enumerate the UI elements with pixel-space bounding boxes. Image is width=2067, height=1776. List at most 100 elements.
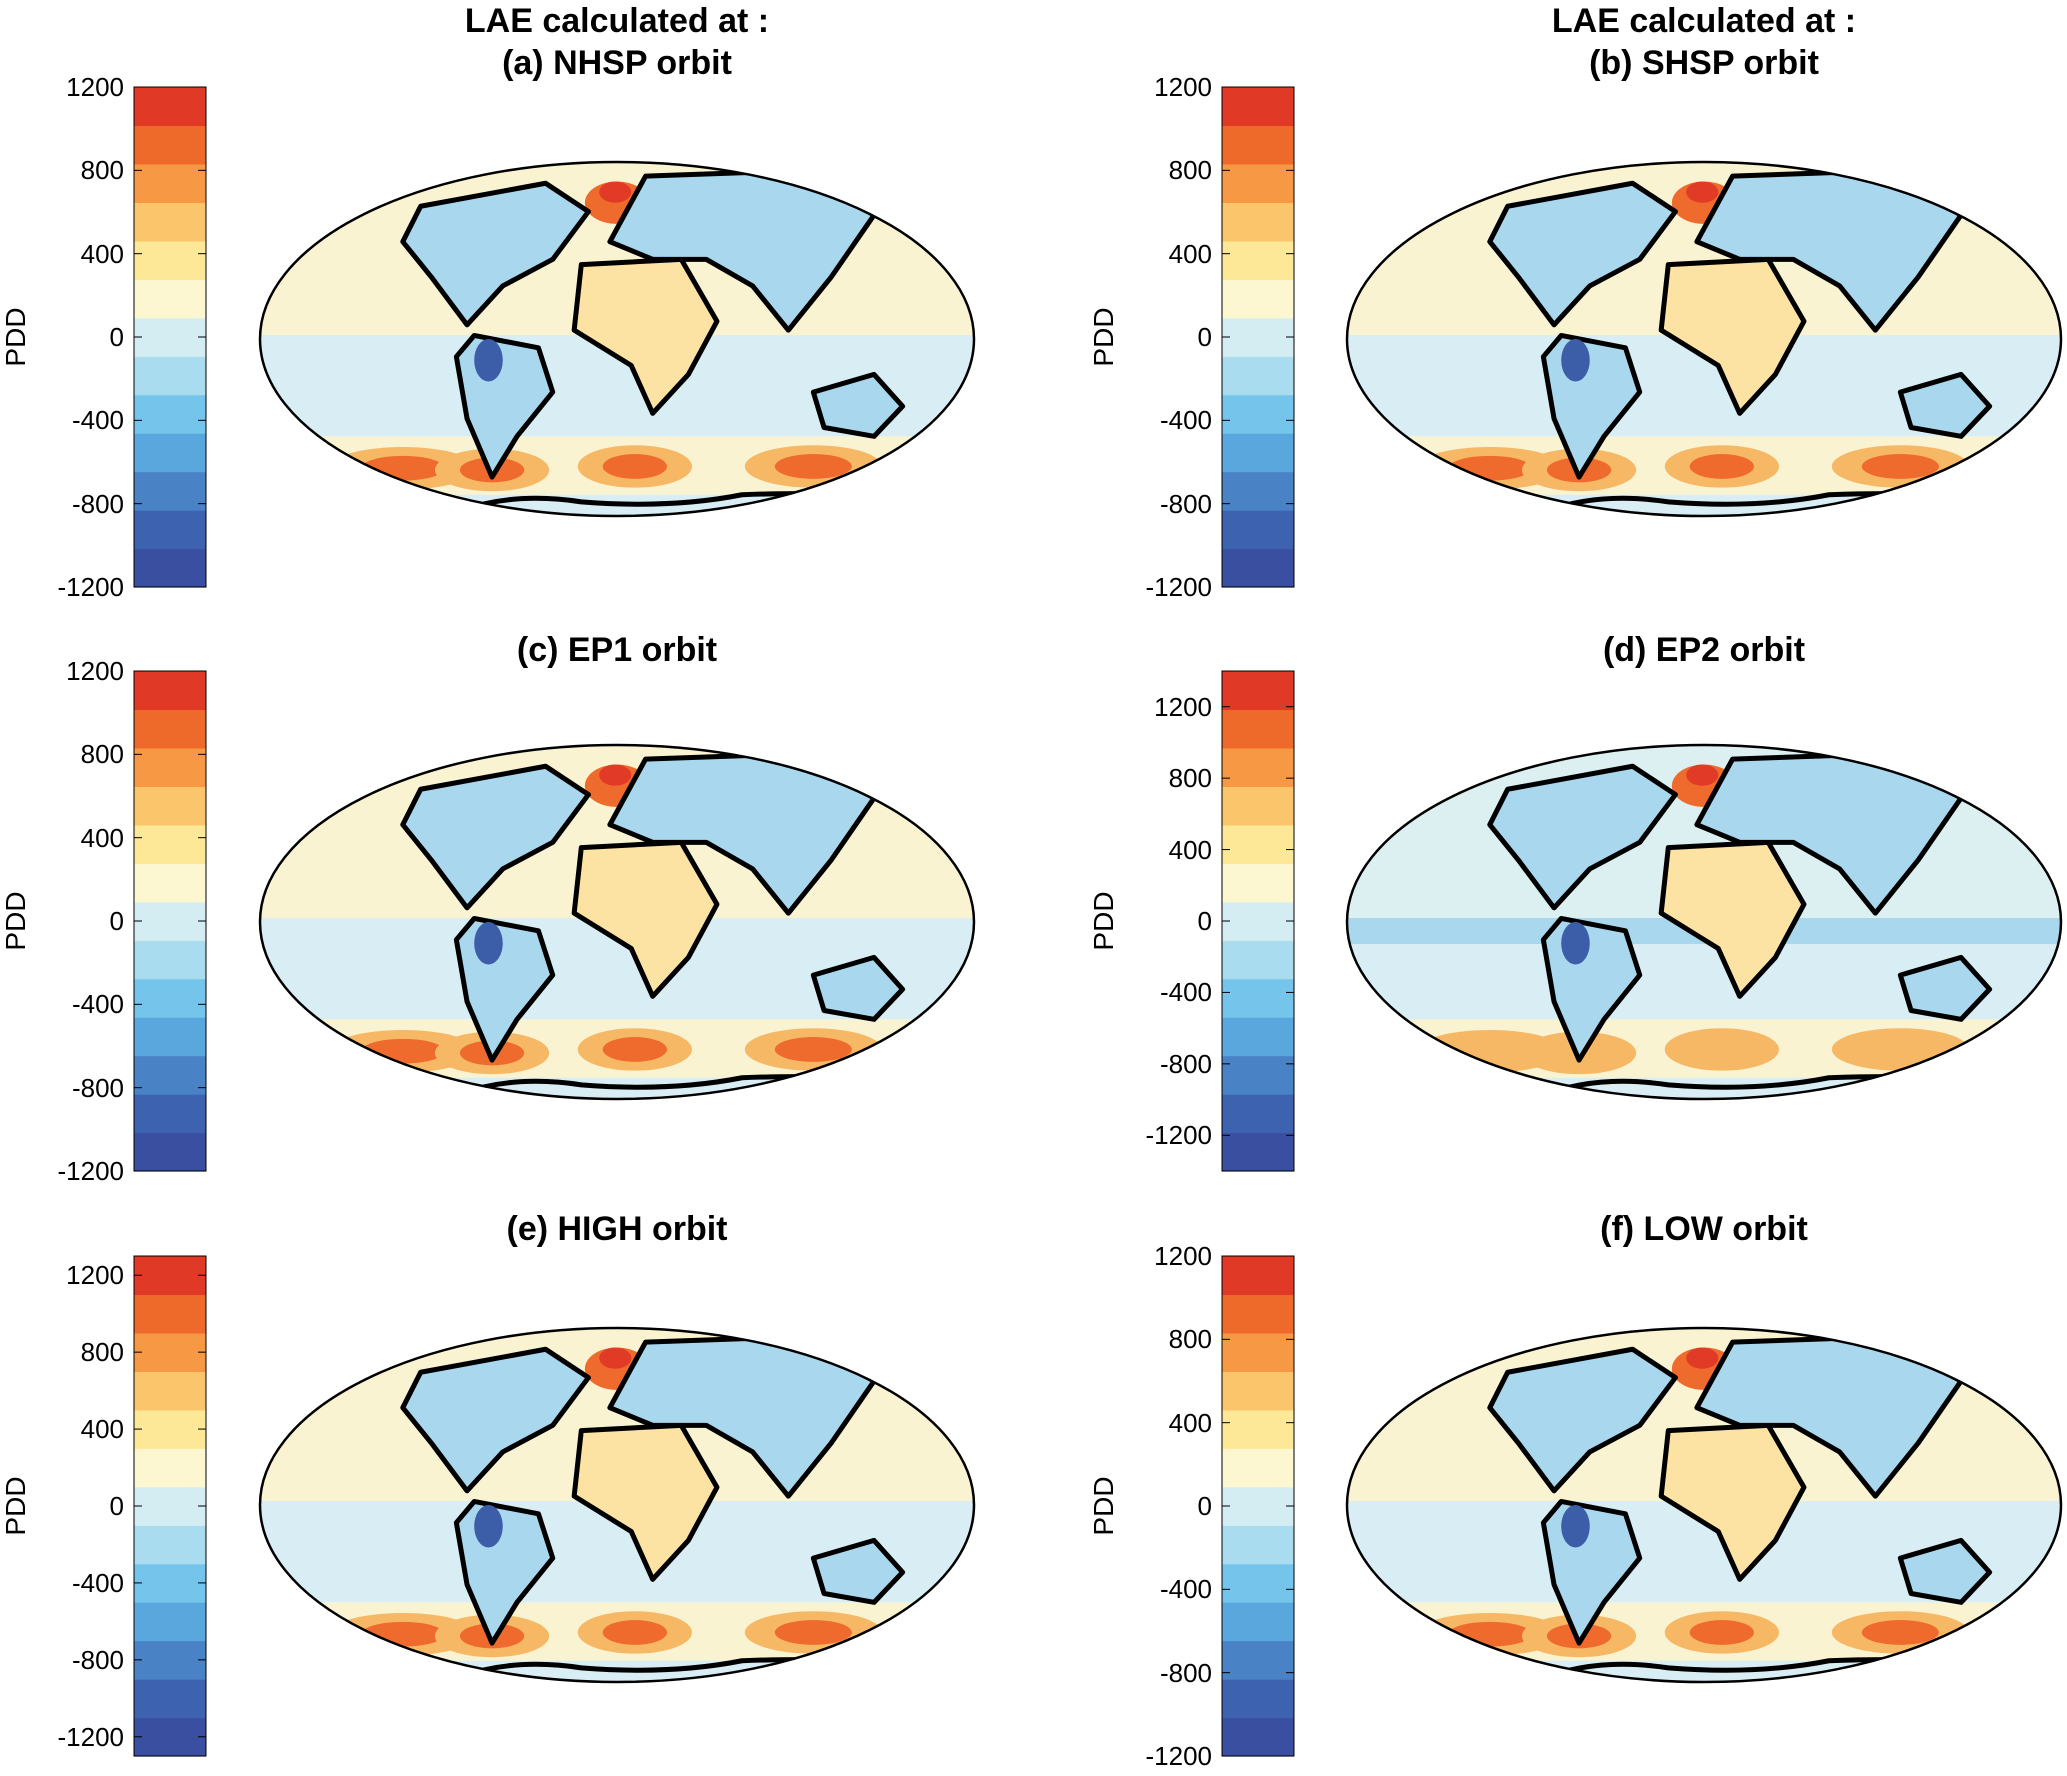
colorbar-segment <box>1222 1525 1294 1565</box>
colorbar-segment <box>1222 240 1294 280</box>
colorbar-segment <box>1222 433 1294 473</box>
colorbar-segment <box>1222 163 1294 203</box>
colorbar-f <box>1221 1255 1295 1757</box>
hot-anomaly <box>774 454 852 479</box>
land-australia <box>1897 371 1993 439</box>
colorbar-segment <box>1222 202 1294 242</box>
tick-label: -400 <box>71 989 124 1020</box>
colorbar-segment <box>134 1448 206 1488</box>
panel-title: (c) EP1 orbit <box>516 631 718 669</box>
colorbar-segment <box>134 940 206 980</box>
land-north-america <box>400 1346 591 1494</box>
colorbar-segment <box>134 1371 206 1411</box>
colorbar-segment <box>1222 1094 1294 1134</box>
panel-title: (e) HIGH orbit <box>506 1210 728 1248</box>
antarctic-field <box>260 1077 974 1099</box>
colorbar-segment <box>1222 863 1294 903</box>
land-africa <box>571 839 720 999</box>
colorbar-segment <box>134 1640 206 1680</box>
colorbar-segment <box>134 394 206 434</box>
colorbar-segment <box>134 1486 206 1526</box>
tick-label: 1200 <box>66 1260 124 1291</box>
colorbar-c <box>133 670 207 1172</box>
colorbar-segment <box>1222 471 1294 511</box>
colorbar-segment <box>1222 279 1294 319</box>
tick-label: -1200 <box>57 1721 125 1752</box>
tick-label: 400 <box>1168 1407 1212 1438</box>
panel-a <box>133 86 976 588</box>
colorbar-segment <box>134 279 206 319</box>
colorbar-segment <box>1222 548 1294 588</box>
colorbar-segment <box>1222 1371 1294 1411</box>
north-atlantic-anomaly <box>599 181 632 203</box>
tick-label: 400 <box>80 1414 124 1445</box>
panel-c <box>133 670 976 1172</box>
colorbar-label: PDD <box>1088 1476 1119 1536</box>
amazon-anomaly <box>474 922 503 965</box>
colorbar-segment <box>134 1717 206 1757</box>
colorbar-segment <box>134 671 206 711</box>
antarctic-field <box>260 1660 974 1682</box>
colorbar-segment <box>134 1294 206 1334</box>
map-frame <box>1345 1326 2063 1684</box>
hot-anomaly <box>1689 1037 1754 1062</box>
land-australia <box>810 954 906 1022</box>
north-atlantic-anomaly <box>1686 181 1719 203</box>
map-frame <box>1345 743 2063 1101</box>
tick-label: -800 <box>71 488 124 519</box>
tick-label: 0 <box>1197 906 1212 936</box>
colorbar-segment <box>1222 786 1294 826</box>
tick-label: 800 <box>80 155 124 186</box>
land-africa <box>571 1422 720 1582</box>
amazon-anomaly <box>474 1505 503 1548</box>
colorbar-segment <box>134 1332 206 1372</box>
panel-title: (b) SHSP orbit <box>1589 44 1819 82</box>
colorbar-segment <box>1222 1640 1294 1680</box>
tick-label: 400 <box>80 238 124 269</box>
hot-anomaly <box>1689 1620 1754 1645</box>
colorbar-segment <box>1222 356 1294 396</box>
map-a <box>258 160 976 518</box>
map-frame <box>258 160 976 518</box>
colorbar-segment <box>1222 1602 1294 1642</box>
land-north-america <box>400 180 591 328</box>
tick-label: -1200 <box>1145 1741 1213 1771</box>
colorbar-segment <box>1222 1055 1294 1095</box>
amazon-anomaly <box>1561 339 1590 382</box>
colorbar-segment <box>1222 671 1294 711</box>
colorbar-segment <box>1222 940 1294 980</box>
hot-anomaly <box>602 1037 667 1062</box>
land-australia <box>1897 954 1993 1022</box>
land-eurasia <box>607 751 877 916</box>
colorbar-segment <box>1222 747 1294 787</box>
colorbar-d <box>1221 670 1295 1172</box>
amazon-anomaly <box>1561 1505 1590 1548</box>
tick-label: 1200 <box>1154 1241 1212 1271</box>
land-eurasia <box>1694 751 1964 916</box>
tick-label: 1200 <box>66 72 124 102</box>
colorbar-segment <box>1222 1409 1294 1449</box>
tick-label: -400 <box>1159 1574 1212 1605</box>
tick-label: -1200 <box>1145 572 1213 602</box>
colorbar-segment <box>134 240 206 280</box>
hot-anomaly <box>1689 454 1754 479</box>
colorbar-segment <box>1222 87 1294 127</box>
colorbar-label: PDD <box>0 891 31 951</box>
north-atlantic-anomaly <box>1686 764 1719 786</box>
colorbar-segment <box>1222 1679 1294 1719</box>
colorbar-segment <box>1222 394 1294 434</box>
tick-label: 0 <box>1197 322 1212 352</box>
colorbar-label: PDD <box>1088 891 1119 951</box>
colorbar-e <box>133 1255 207 1757</box>
tick-label: 0 <box>109 1491 124 1521</box>
antarctic-field <box>1347 1660 2061 1682</box>
colorbar-segment <box>134 901 206 941</box>
tick-label: -400 <box>71 1567 124 1598</box>
tick-label: 400 <box>1168 238 1212 269</box>
tick-label: 400 <box>1168 834 1212 865</box>
colorbar-segment <box>134 471 206 511</box>
tick-label: 800 <box>1168 1324 1212 1355</box>
panel-f <box>1221 1255 2063 1757</box>
land-australia <box>810 1537 906 1605</box>
